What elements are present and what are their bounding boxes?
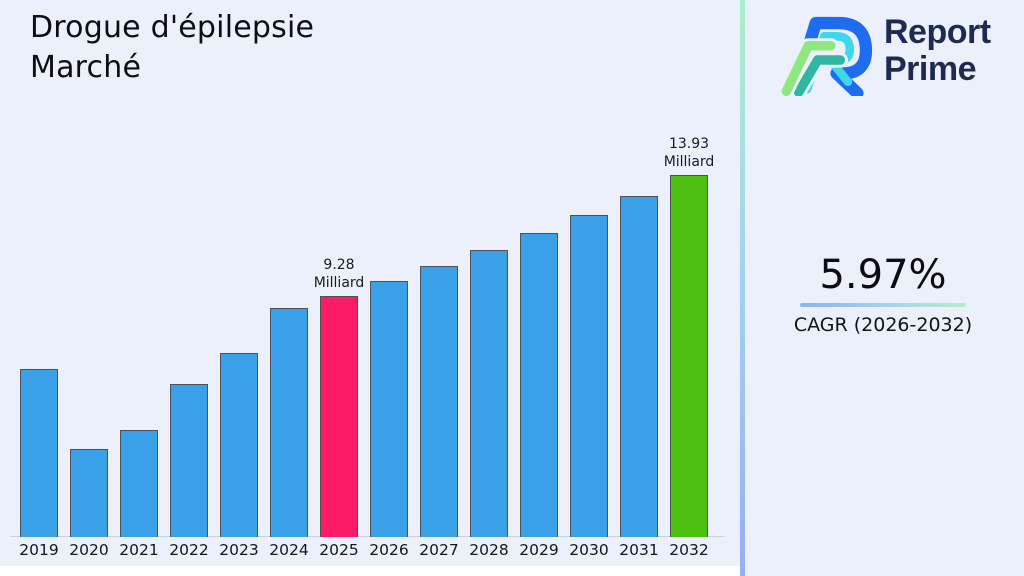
year-label-2030: 2030 xyxy=(569,541,609,559)
report-prime-r-mark-icon xyxy=(780,16,873,96)
year-label-2022: 2022 xyxy=(169,541,209,559)
bar-2031 xyxy=(620,196,658,537)
year-label-2029: 2029 xyxy=(519,541,559,559)
cagr-label: CAGR (2026-2032) xyxy=(793,314,973,336)
chart-bottom-strip xyxy=(0,566,740,576)
year-label-2023: 2023 xyxy=(219,541,259,559)
year-label-2028: 2028 xyxy=(469,541,509,559)
years-row: 2019 2020 2021 2022 2023 2024 2025 2026 2027 2028… xyxy=(14,541,714,559)
brand-name: Report Prime xyxy=(884,14,991,88)
year-label-2020: 2020 xyxy=(69,541,109,559)
bar-2023 xyxy=(220,353,258,537)
year-label-2031: 2031 xyxy=(619,541,659,559)
panel-divider xyxy=(740,0,745,576)
x-axis-baseline xyxy=(10,536,724,537)
bar-2030 xyxy=(570,215,608,537)
cagr-value: 5.97% xyxy=(819,252,947,298)
cagr-underline xyxy=(800,303,966,307)
bar-2022 xyxy=(170,384,208,537)
bar-2026 xyxy=(370,281,408,537)
bar-2021 xyxy=(120,430,158,537)
page-title: Drogue d'épilepsie Marché xyxy=(30,8,314,88)
bar-2019 xyxy=(20,369,58,537)
brand-name-line2: Prime xyxy=(884,50,976,88)
bar-value-label-2025: 9.28 Milliard xyxy=(313,257,365,291)
bar-2025: 9.28 Milliard xyxy=(314,257,364,537)
bar-2024 xyxy=(270,308,308,537)
bar-value-label-2032: 13.93 Milliard xyxy=(663,136,715,170)
year-label-2027: 2027 xyxy=(419,541,459,559)
year-label-2019: 2019 xyxy=(19,541,59,559)
year-label-2025: 2025 xyxy=(319,541,359,559)
report-prime-logo: Report Prime xyxy=(780,6,991,96)
cagr-panel: 5.97% CAGR (2026-2032) xyxy=(761,252,1005,336)
year-label-2024: 2024 xyxy=(269,541,309,559)
year-label-2021: 2021 xyxy=(119,541,159,559)
page-title-line2: Marché xyxy=(30,50,142,85)
brand-name-line1: Report xyxy=(884,13,991,51)
bar-2028 xyxy=(470,250,508,537)
year-label-2032: 2032 xyxy=(669,541,709,559)
bar-2027 xyxy=(420,266,458,537)
bars-row: 9.28 Milliard 13.93 Milliard xyxy=(20,136,714,537)
page-title-line1: Drogue d'épilepsie xyxy=(30,10,315,45)
year-label-2026: 2026 xyxy=(369,541,409,559)
bar-2032: 13.93 Milliard xyxy=(664,136,714,537)
bar-2020 xyxy=(70,449,108,537)
bar-2029 xyxy=(520,233,558,537)
